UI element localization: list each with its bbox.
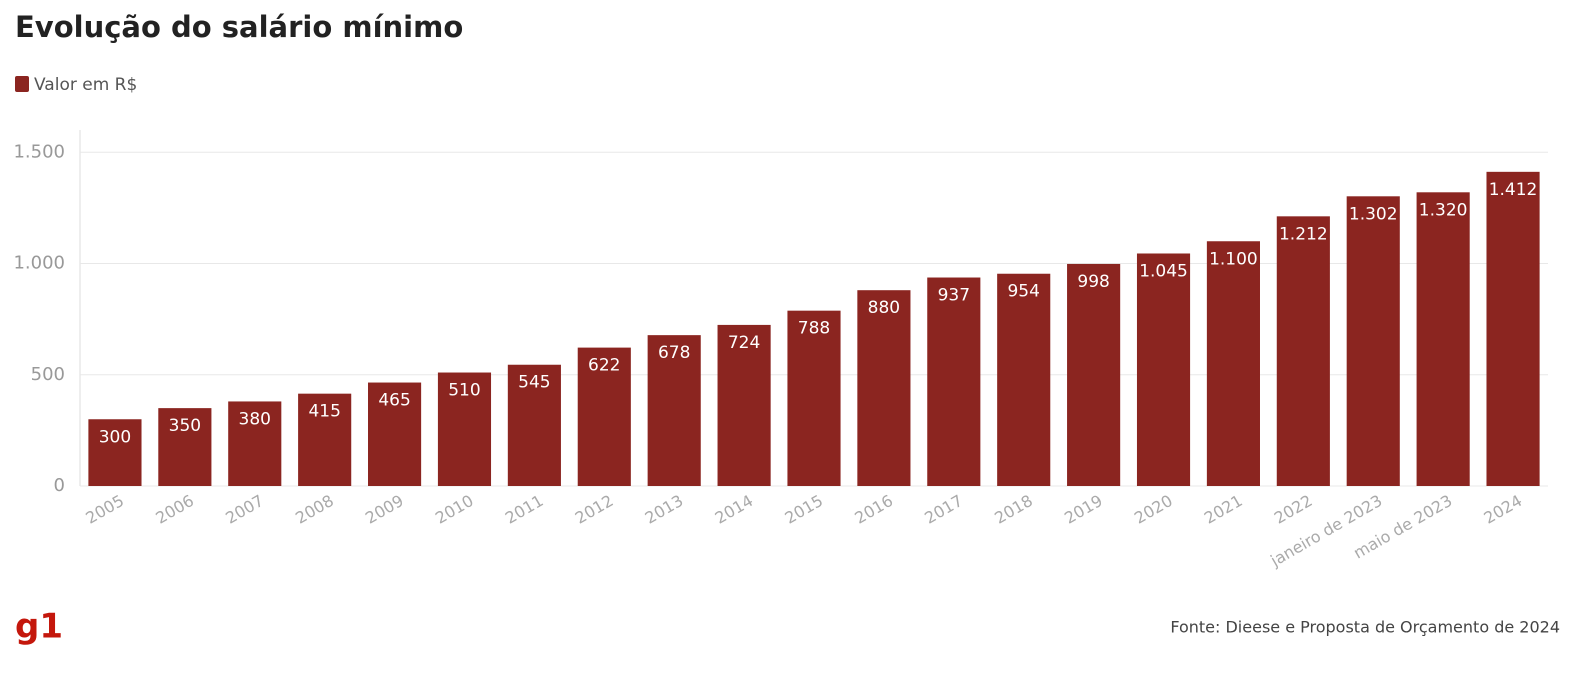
bar <box>88 419 142 486</box>
value-label: 1.045 <box>1139 261 1188 281</box>
value-label: 510 <box>448 381 480 401</box>
value-label: 1.302 <box>1349 204 1398 224</box>
value-label: 545 <box>518 373 550 393</box>
x-tick-label: 2024 <box>1481 491 1526 528</box>
x-tick-label: 2005 <box>82 491 127 528</box>
value-label: 724 <box>728 333 760 353</box>
y-tick-label: 1.500 <box>13 141 65 162</box>
value-label: 937 <box>938 286 970 306</box>
bar <box>1136 253 1191 486</box>
y-tick-label: 1.000 <box>13 253 65 274</box>
value-label: 415 <box>308 402 340 422</box>
x-tick-label: 2020 <box>1131 491 1176 528</box>
x-tick-label: 2021 <box>1201 491 1246 528</box>
x-tick-label: 2007 <box>222 491 267 528</box>
x-tick-label: 2016 <box>851 491 896 528</box>
value-label: 1.212 <box>1279 224 1328 244</box>
bar <box>577 347 631 486</box>
x-tick-label: 2017 <box>921 491 966 528</box>
bar <box>787 310 841 486</box>
bar <box>298 393 352 486</box>
value-label: 880 <box>868 298 900 318</box>
x-tick-label: 2008 <box>292 491 337 528</box>
bar <box>1346 196 1400 486</box>
x-tick-label: 2010 <box>432 491 477 528</box>
value-label: 380 <box>239 409 271 429</box>
bar <box>368 382 422 486</box>
value-label: 1.412 <box>1489 180 1538 200</box>
value-label: 678 <box>658 343 690 363</box>
value-label: 300 <box>99 427 131 447</box>
x-tick-label: 2015 <box>781 491 826 528</box>
legend-swatch <box>15 76 29 92</box>
bar <box>857 290 911 486</box>
bar <box>1206 241 1260 486</box>
x-tick-label: 2006 <box>152 491 197 528</box>
x-tick-label: 2012 <box>572 491 617 528</box>
bar <box>437 372 492 486</box>
bar <box>1416 192 1470 487</box>
chart-title: Evolução do salário mínimo <box>15 10 463 44</box>
bar <box>228 401 282 486</box>
logo: g1 <box>15 607 63 647</box>
x-tick-label: 2014 <box>712 491 757 528</box>
x-tick-label: 2019 <box>1061 491 1106 528</box>
source: Fonte: Dieese e Proposta de Orçamento de… <box>1170 618 1560 637</box>
value-label: 622 <box>588 356 620 376</box>
bar <box>927 277 981 486</box>
bar <box>717 324 771 486</box>
bar <box>507 364 561 486</box>
value-label: 998 <box>1077 272 1109 292</box>
bar <box>1067 263 1121 486</box>
bar <box>1276 216 1330 486</box>
bar <box>158 408 212 486</box>
value-label: 350 <box>169 416 201 436</box>
bar <box>997 273 1051 486</box>
y-tick-label: 0 <box>54 475 65 496</box>
x-tick-label: 2018 <box>991 491 1036 528</box>
x-tick-label: 2011 <box>502 491 547 528</box>
value-label: 1.320 <box>1419 200 1468 220</box>
y-tick-label: 500 <box>31 364 65 385</box>
x-tick-label: 2022 <box>1271 491 1316 528</box>
x-tick-label: 2009 <box>362 491 407 528</box>
bar <box>647 335 701 486</box>
value-label: 1.100 <box>1209 249 1258 269</box>
value-label: 465 <box>378 391 410 411</box>
x-tick-label: 2013 <box>642 491 687 528</box>
value-label: 788 <box>798 319 830 339</box>
bar <box>1486 171 1540 486</box>
value-label: 954 <box>1007 282 1039 302</box>
legend-label: Valor em R$ <box>34 75 137 95</box>
